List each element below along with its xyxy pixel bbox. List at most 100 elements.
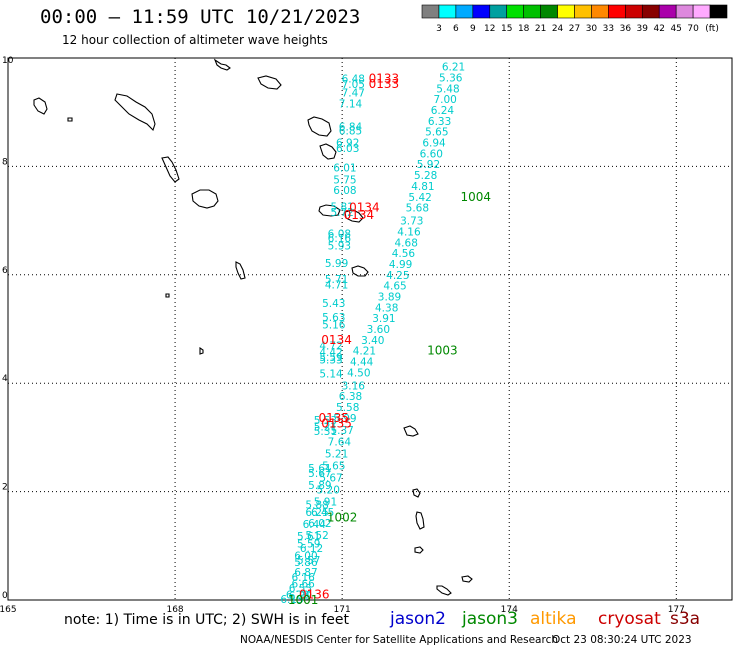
wave-height-label: 6.94 bbox=[422, 138, 446, 150]
satellite-label-cryosat: cryosat bbox=[598, 609, 661, 629]
x-tick-label: 174 bbox=[501, 605, 518, 615]
wave-height-label: 4.71 bbox=[325, 280, 348, 292]
wave-height-readings: 6.487.057.477.14 6.846.856.926.03 6.015.75… bbox=[280, 62, 465, 606]
wave-height-label: 6.44 bbox=[303, 519, 327, 531]
footer-note: note: 1) Time is in UTC; 2) SWH is in fe… bbox=[64, 612, 350, 628]
wave-height-label: 5.42 bbox=[408, 192, 431, 204]
wave-height-label: 5.43 bbox=[322, 298, 345, 310]
wave-height-label: 7.64 bbox=[328, 437, 352, 449]
time-label: 0133 bbox=[369, 77, 400, 91]
island-outline bbox=[307, 116, 332, 137]
wave-height-label: 5.88 bbox=[305, 500, 328, 512]
credit-line: NOAA/NESDIS Center for Satellite Applica… bbox=[240, 634, 558, 646]
island-outline bbox=[414, 546, 424, 554]
legend-swatch bbox=[608, 4, 626, 19]
time-label: 0136 bbox=[299, 588, 330, 602]
legend-value: 70 bbox=[687, 24, 699, 34]
island-outline bbox=[191, 189, 219, 209]
wave-height-label: 3.40 bbox=[361, 335, 384, 347]
legend-value: 33 bbox=[603, 24, 614, 34]
wave-height-label: 4.38 bbox=[375, 302, 398, 314]
legend-swatch bbox=[489, 4, 508, 19]
wave-height-label: 3.89 bbox=[378, 291, 401, 303]
satellite-label-jason2: jason2 bbox=[390, 609, 446, 629]
time-label: 0135 bbox=[321, 416, 352, 430]
legend-swatch bbox=[641, 4, 660, 19]
wave-height-label: 7.00 bbox=[433, 94, 456, 106]
wave-height-label: 4.50 bbox=[347, 367, 370, 379]
wave-height-label: 5.67 bbox=[319, 473, 342, 485]
wave-height-label: 5.93 bbox=[328, 241, 351, 253]
wave-height-label: 5.20 bbox=[317, 484, 340, 496]
wave-height-label: 4.81 bbox=[411, 181, 434, 193]
wave-height-label: 3.91 bbox=[372, 313, 395, 325]
wave-height-label: 6.02 bbox=[308, 518, 331, 530]
legend-value: 30 bbox=[586, 24, 598, 34]
wave-height-label: 4.65 bbox=[383, 281, 406, 293]
island-outline bbox=[319, 143, 337, 160]
legend-value: 42 bbox=[653, 24, 664, 34]
wave-height-label: 3.16 bbox=[342, 380, 366, 392]
wave-height-label: 5.68 bbox=[406, 203, 429, 215]
wave-height-label: 5.72 bbox=[330, 207, 353, 219]
legend-value: 24 bbox=[552, 24, 564, 34]
x-tick-label: 171 bbox=[334, 605, 351, 615]
wave-height-label: 7.47 bbox=[342, 88, 365, 100]
page-subtitle: 12 hour collection of altimeter wave hei… bbox=[62, 33, 328, 47]
island-outline bbox=[461, 575, 473, 583]
island-outline bbox=[412, 488, 421, 498]
wave-height-label: 6.60 bbox=[420, 148, 443, 160]
wave-height-label: 5.63 bbox=[322, 312, 345, 324]
wave-height-label: 5.58 bbox=[336, 402, 359, 414]
satellite-label-s3a: s3a bbox=[670, 609, 701, 629]
wave-height-label: 6.16 bbox=[291, 572, 315, 584]
wave-height-label: 7.05 bbox=[342, 79, 365, 91]
legend-swatch bbox=[658, 4, 677, 19]
x-tick-label: 177 bbox=[668, 605, 685, 615]
axis-ticks: 165 168 171 174 177 0 2 4 6 8 10 bbox=[0, 56, 685, 615]
island-outline bbox=[213, 58, 231, 71]
time-label: 0135 bbox=[319, 411, 350, 425]
wave-height-label: 6.16 bbox=[328, 233, 352, 245]
y-tick-label: 6 bbox=[2, 266, 8, 276]
wave-height-label: 5.61 bbox=[308, 463, 331, 475]
legend-value: 15 bbox=[501, 24, 512, 34]
wave-height-label: 5.65 bbox=[322, 461, 345, 473]
legend-value: 27 bbox=[569, 24, 580, 34]
wave-height-label: 5.21 bbox=[325, 449, 348, 461]
legend-swatch bbox=[421, 4, 440, 19]
wave-height-label: 5.65 bbox=[425, 127, 448, 139]
time-label: 0134 bbox=[321, 333, 352, 347]
island-outline bbox=[351, 265, 369, 277]
y-tick-label: 0 bbox=[2, 591, 8, 601]
wave-height-label: 5.67 bbox=[308, 468, 331, 480]
y-tick-label: 8 bbox=[2, 157, 8, 167]
legend-swatch bbox=[455, 4, 474, 19]
wave-height-label: 3.60 bbox=[367, 324, 390, 336]
wave-height-label: 6.00 bbox=[294, 551, 317, 563]
legend-value: 12 bbox=[484, 24, 495, 34]
island-outline bbox=[415, 511, 425, 530]
wave-height-label: 5.16 bbox=[322, 320, 346, 332]
plot-frame bbox=[7, 57, 733, 601]
wave-height-label: 6.39 bbox=[289, 591, 312, 603]
wave-height-label: 5.71 bbox=[325, 274, 348, 286]
y-tick-label: 2 bbox=[2, 483, 8, 493]
wave-height-label: 3.73 bbox=[400, 216, 423, 228]
wave-height-label: 4.99 bbox=[389, 259, 412, 271]
island-outline bbox=[257, 75, 282, 90]
wave-height-label: 6.84 bbox=[339, 121, 363, 133]
legend-swatch bbox=[709, 4, 728, 19]
island-outline bbox=[235, 261, 246, 280]
island-outline bbox=[436, 585, 452, 596]
legend-swatch bbox=[523, 4, 541, 19]
wave-height-label: 6.08 bbox=[328, 229, 351, 241]
legend-swatch bbox=[692, 4, 711, 19]
wave-height-label: 6.24 bbox=[431, 105, 455, 117]
pass-id-label: 1003 bbox=[427, 344, 458, 358]
y-tick-label: 10 bbox=[2, 56, 14, 66]
legend-value: 36 bbox=[620, 24, 632, 34]
wave-height-label: 4.72 bbox=[319, 340, 342, 352]
wave-height-label: 4.68 bbox=[395, 237, 418, 249]
